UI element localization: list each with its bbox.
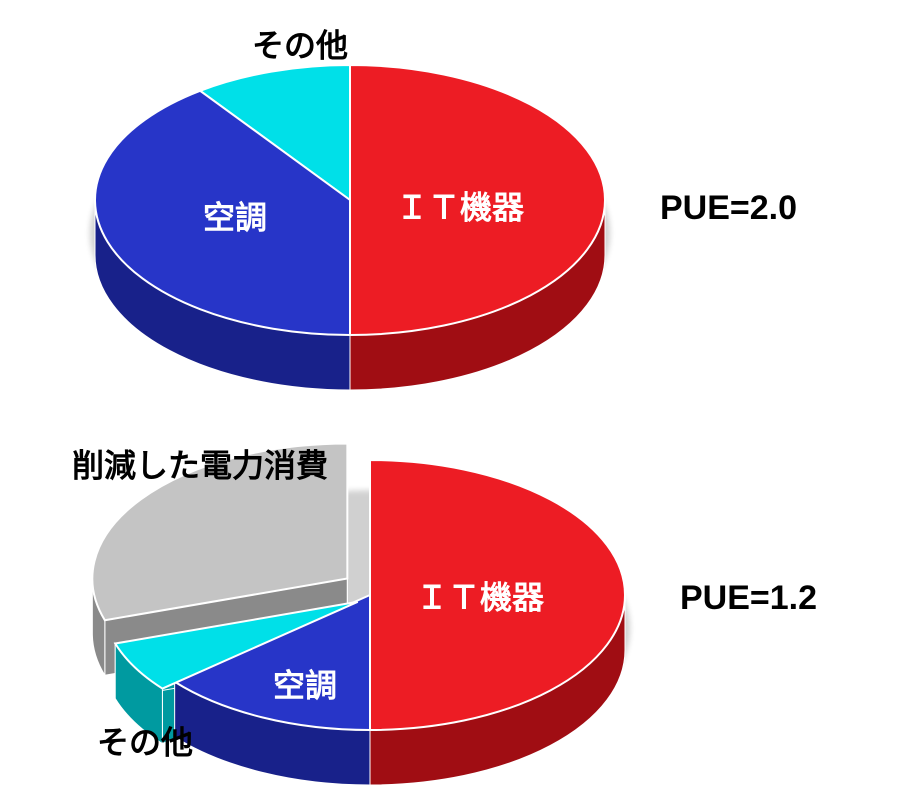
slice-hvac-label: 空調 <box>273 667 337 703</box>
slice-other-label: その他 <box>97 724 193 760</box>
slice-it-equipment-label: ＩＴ機器 <box>396 189 525 225</box>
slice-reduced-power-label: 削減した電力消費 <box>72 447 328 483</box>
pie-chart-1: ＩＴ機器空調その他 削減した電力消費 PUE=1.2 <box>72 444 817 785</box>
slice-it-equipment-label: ＩＴ機器 <box>416 579 545 615</box>
slice-hvac-label: 空調 <box>203 199 267 235</box>
pue-label-0: PUE=2.0 <box>660 189 797 227</box>
pue-label-1: PUE=1.2 <box>680 579 817 617</box>
pie-charts-canvas: ＩＴ機器空調その他PUE=2.0ＩＴ機器空調その他削減した電力消費PUE=1.2 <box>0 0 906 800</box>
slice-other-label: その他 <box>252 27 348 63</box>
pie-chart-0: ＩＴ機器 空調 その他 PUE=2.0 <box>90 27 797 390</box>
